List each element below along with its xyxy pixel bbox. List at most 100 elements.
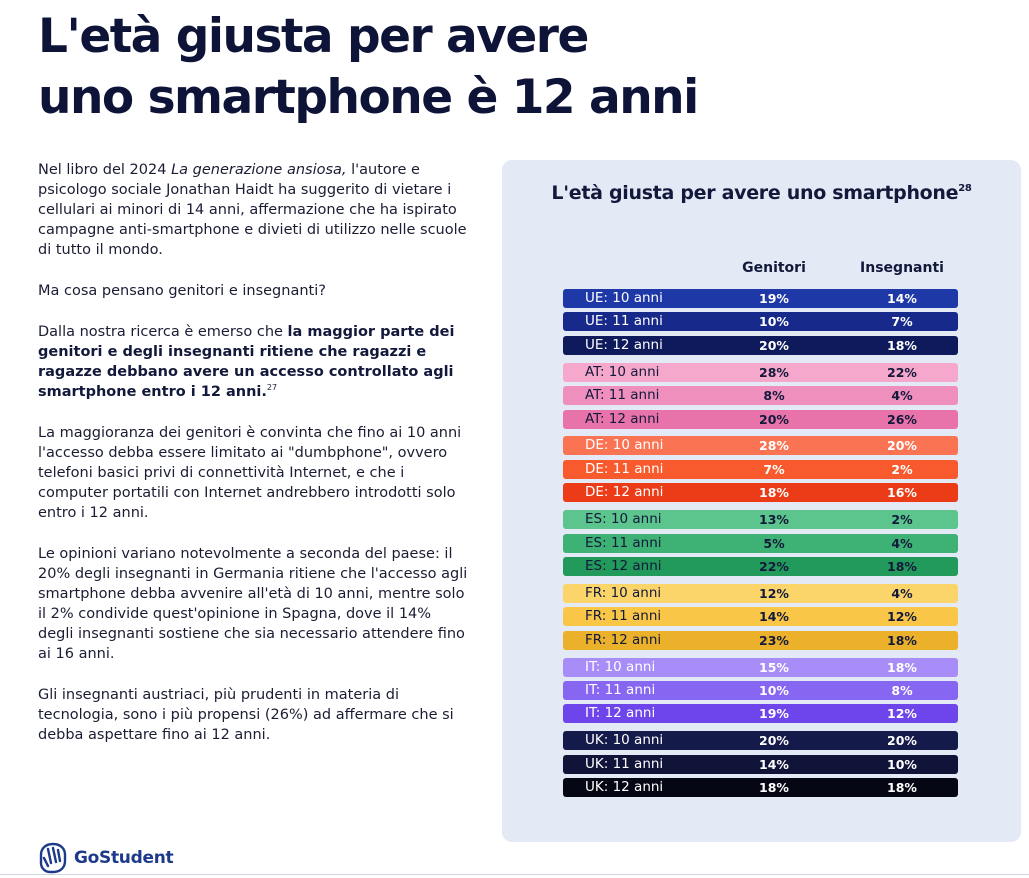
row-label: UK: 12 anni bbox=[585, 779, 664, 795]
genitori-value: 28% bbox=[759, 438, 789, 454]
body-text: Nel libro del 2024 La generazione ansios… bbox=[38, 160, 468, 766]
table-row: DE: 11 anni 7% 2% bbox=[563, 459, 958, 479]
genitori-value: 12% bbox=[759, 585, 789, 601]
chart-title-text: L'età giusta per avere uno smartphone bbox=[551, 182, 959, 204]
insegnanti-value: 18% bbox=[887, 337, 917, 353]
paragraph-1-start: Nel libro del 2024 bbox=[38, 162, 172, 178]
table-row: IT: 12 anni 19% 12% bbox=[563, 704, 958, 724]
row-label: UK: 11 anni bbox=[585, 755, 664, 772]
page-title: L'età giusta per avere uno smartphone è … bbox=[38, 6, 699, 128]
insegnanti-value: 18% bbox=[887, 659, 917, 675]
row-label: AT: 11 anni bbox=[585, 387, 660, 404]
insegnanti-value: 20% bbox=[887, 733, 917, 749]
chart-panel: L'età giusta per avere uno smartphone28 … bbox=[502, 160, 1021, 842]
row-label: FR: 11 anni bbox=[585, 608, 662, 625]
table-row: ES: 12 anni 22% 18% bbox=[563, 556, 958, 576]
genitori-value: 19% bbox=[759, 291, 789, 306]
paragraph-3: Dalla nostra ricerca è emerso che la mag… bbox=[38, 322, 468, 402]
row-label: DE: 11 anni bbox=[585, 460, 664, 477]
bottom-divider bbox=[0, 874, 1029, 875]
insegnanti-value: 4% bbox=[891, 585, 913, 601]
column-header-insegnanti: Insegnanti bbox=[860, 260, 944, 276]
table-row: UK: 10 anni 20% 20% bbox=[563, 731, 958, 751]
page-title-line-2: uno smartphone è 12 anni bbox=[38, 70, 699, 125]
insegnanti-value: 18% bbox=[887, 558, 917, 574]
paragraph-4: La maggioranza dei genitori è convinta c… bbox=[38, 425, 462, 521]
row-label: IT: 11 anni bbox=[585, 681, 656, 698]
genitori-value: 28% bbox=[759, 364, 789, 380]
table-row: FR: 10 anni 12% 4% bbox=[563, 583, 958, 603]
row-label: UK: 10 anni bbox=[585, 732, 664, 749]
genitori-value: 20% bbox=[759, 733, 789, 749]
row-label: UE: 12 anni bbox=[585, 336, 663, 353]
paragraph-1-end: l'autore e psicologo sociale Jonathan Ha… bbox=[38, 162, 467, 258]
row-label: AT: 12 anni bbox=[585, 410, 660, 427]
genitori-value: 18% bbox=[759, 485, 789, 501]
row-label: FR: 10 anni bbox=[585, 584, 662, 601]
genitori-value: 15% bbox=[759, 659, 789, 675]
insegnanti-value: 4% bbox=[891, 388, 913, 404]
table-row: ES: 10 anni 13% 2% bbox=[563, 510, 958, 530]
gostudent-hand-icon bbox=[39, 842, 67, 874]
genitori-value: 23% bbox=[759, 632, 789, 648]
table-row: FR: 11 anni 14% 12% bbox=[563, 607, 958, 627]
paragraph-5: Le opinioni variano notevolmente a secon… bbox=[38, 546, 468, 662]
row-label: ES: 12 anni bbox=[585, 557, 662, 574]
insegnanti-value: 20% bbox=[887, 438, 917, 454]
row-label: ES: 10 anni bbox=[585, 511, 662, 528]
genitori-value: 14% bbox=[759, 609, 789, 625]
book-title: La generazione ansiosa, bbox=[171, 162, 347, 178]
insegnanti-value: 26% bbox=[887, 411, 917, 427]
genitori-value: 22% bbox=[759, 558, 789, 574]
table-row: UE: 10 anni 19% 14% bbox=[563, 289, 958, 308]
genitori-value: 19% bbox=[759, 706, 789, 722]
genitori-value: 13% bbox=[759, 512, 789, 528]
table-row: UE: 12 anni 20% 18% bbox=[563, 335, 958, 355]
insegnanti-value: 2% bbox=[891, 512, 913, 528]
genitori-value: 10% bbox=[759, 314, 789, 330]
row-label: DE: 12 anni bbox=[585, 484, 664, 501]
insegnanti-value: 12% bbox=[887, 706, 917, 722]
table-row: UK: 12 anni 18% 18% bbox=[563, 778, 958, 797]
insegnanti-value: 18% bbox=[887, 632, 917, 648]
logo-text: GoStudent bbox=[74, 848, 174, 868]
row-label: FR: 12 anni bbox=[585, 631, 662, 648]
table-row: AT: 11 anni 8% 4% bbox=[563, 386, 958, 406]
insegnanti-value: 22% bbox=[887, 364, 917, 380]
genitori-value: 10% bbox=[759, 682, 789, 698]
genitori-value: 20% bbox=[759, 411, 789, 427]
table-row: UK: 11 anni 14% 10% bbox=[563, 754, 958, 774]
row-label: IT: 12 anni bbox=[585, 705, 656, 722]
insegnanti-value: 10% bbox=[887, 756, 917, 772]
table-row: IT: 11 anni 10% 8% bbox=[563, 680, 958, 700]
footnote-ref-27: 27 bbox=[266, 383, 278, 392]
table-row: ES: 11 anni 5% 4% bbox=[563, 533, 958, 553]
genitori-value: 18% bbox=[759, 780, 789, 795]
insegnanti-value: 8% bbox=[891, 682, 913, 698]
row-label: AT: 10 anni bbox=[585, 363, 660, 380]
table-row: UE: 11 anni 10% 7% bbox=[563, 312, 958, 332]
table-row: DE: 12 anni 18% 16% bbox=[563, 483, 958, 503]
paragraph-3-start: Dalla nostra ricerca è emerso che bbox=[38, 324, 288, 340]
table-row: AT: 10 anni 28% 22% bbox=[563, 362, 958, 382]
paragraph-3-highlight: la maggior parte dei genitori e degli in… bbox=[38, 324, 455, 400]
row-label: UE: 11 anni bbox=[585, 313, 663, 330]
insegnanti-value: 12% bbox=[887, 609, 917, 625]
footnote-ref-28: 28 bbox=[958, 183, 972, 194]
paragraph-6: Gli insegnanti austriaci, più prudenti i… bbox=[38, 687, 454, 743]
insegnanti-value: 18% bbox=[887, 780, 917, 795]
insegnanti-value: 2% bbox=[891, 461, 913, 477]
row-label: DE: 10 anni bbox=[585, 437, 664, 454]
gostudent-logo: GoStudent bbox=[36, 838, 174, 878]
row-label: ES: 11 anni bbox=[585, 534, 662, 551]
insegnanti-value: 4% bbox=[891, 535, 913, 551]
insegnanti-value: 16% bbox=[887, 485, 917, 501]
insegnanti-value: 7% bbox=[891, 314, 913, 330]
page-title-line-1: L'età giusta per avere bbox=[38, 9, 589, 64]
column-header-genitori: Genitori bbox=[742, 260, 806, 276]
insegnanti-value: 14% bbox=[887, 291, 917, 306]
chart-title: L'età giusta per avere uno smartphone28 bbox=[502, 182, 1021, 204]
genitori-value: 5% bbox=[763, 535, 785, 551]
table-row: AT: 12 anni 20% 26% bbox=[563, 409, 958, 429]
genitori-value: 7% bbox=[763, 461, 785, 477]
